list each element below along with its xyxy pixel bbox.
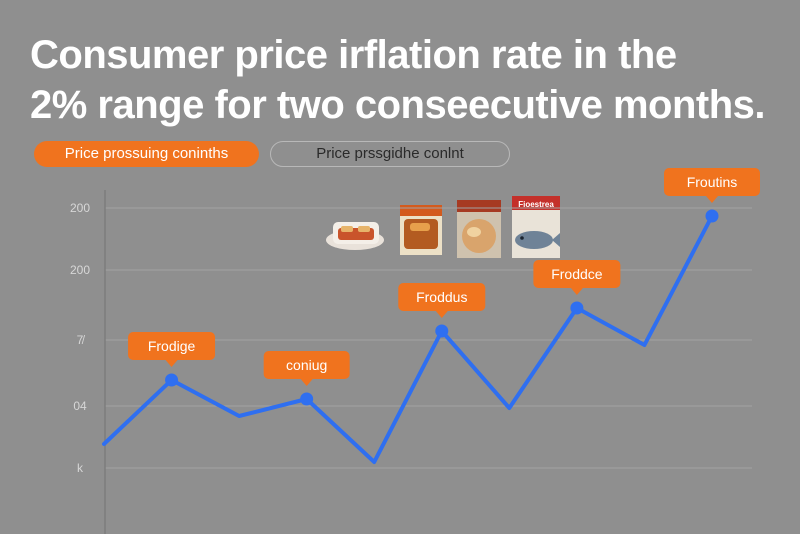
title-line-2: 2% range for two conseecutive months. [30,83,766,127]
toggle-inactive-label: Price prssgidhe conlnt [316,145,464,162]
callout-pointer [570,288,583,295]
data-point-marker [300,392,314,406]
callout-box [128,332,216,360]
callout-label: Frodige [148,338,196,354]
annotations: Frodige coniug Froddus Froddce Froutins [128,168,760,406]
callout-box [263,351,350,379]
toggle-inactive[interactable]: Price prssgidhe conlnt [270,141,510,167]
toggle-active-label: Price prossuing coninths [64,145,229,162]
data-point-marker [570,301,584,315]
data-point-marker [705,209,719,223]
callout-pointer [165,360,178,367]
y-tick-label: 200 [70,201,90,215]
packaged-food-icon [457,200,501,258]
series [102,214,714,464]
callout-box [398,283,486,311]
callout-pointer [706,196,718,203]
y-tick-label: 7̸ [77,333,86,347]
food-tray-icon [326,222,384,250]
callout-label: Froddce [551,266,603,282]
callout-box [664,168,760,196]
callout-pointer [300,379,313,386]
callout-label: Froutins [687,174,738,190]
fish-package-text: Fioestrea [518,200,554,209]
y-tick-labels: 200 200 7̸ 04 k [70,201,90,475]
y-tick-label: 200 [70,263,90,277]
series-line [102,214,714,464]
y-tick-label: 04 [73,399,87,413]
chart-title: Consumer price irflation rate in the 2% … [30,30,780,130]
gridlines [104,190,752,534]
callout-label: Froddus [416,289,467,305]
boxed-meal-icon [400,205,442,255]
callout-pointer [435,311,448,318]
title-line-1: Consumer price irflation rate in the [30,33,677,77]
callout-label: coniug [286,357,327,373]
callout-box [533,260,621,288]
y-tick-label: k [77,461,84,475]
fish-package-icon: Fioestrea [512,196,560,258]
data-point-marker [435,324,449,338]
data-point-marker [165,373,179,387]
toggle-active[interactable]: Price prossuing coninths [34,141,259,167]
